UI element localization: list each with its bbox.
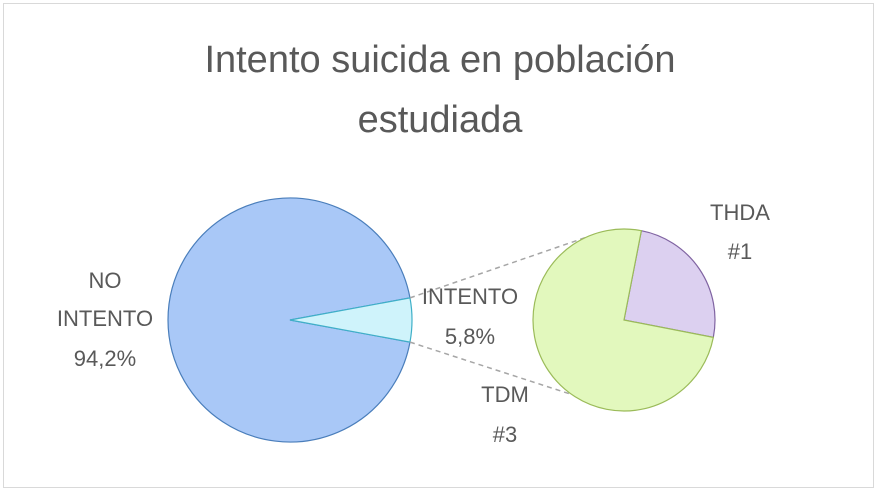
connector xyxy=(409,236,586,299)
pie-slice xyxy=(532,228,715,412)
value-label: #1 xyxy=(727,239,753,264)
connector xyxy=(409,341,573,396)
pie-slice xyxy=(289,297,413,343)
chart-title: Intento suicida en población estudiada xyxy=(204,39,676,141)
pie-slice xyxy=(623,229,716,339)
chart-border xyxy=(3,3,874,488)
value-label: 94,2% xyxy=(73,346,137,371)
category-label: THDA xyxy=(710,200,770,225)
value-label: #3 xyxy=(492,422,518,447)
value-label: 5,8% xyxy=(444,324,496,349)
category-label: TDM xyxy=(481,382,529,407)
category-label: NO INTENTO xyxy=(56,268,154,331)
category-label: INTENTO xyxy=(421,284,519,309)
pie-slice xyxy=(167,197,411,443)
